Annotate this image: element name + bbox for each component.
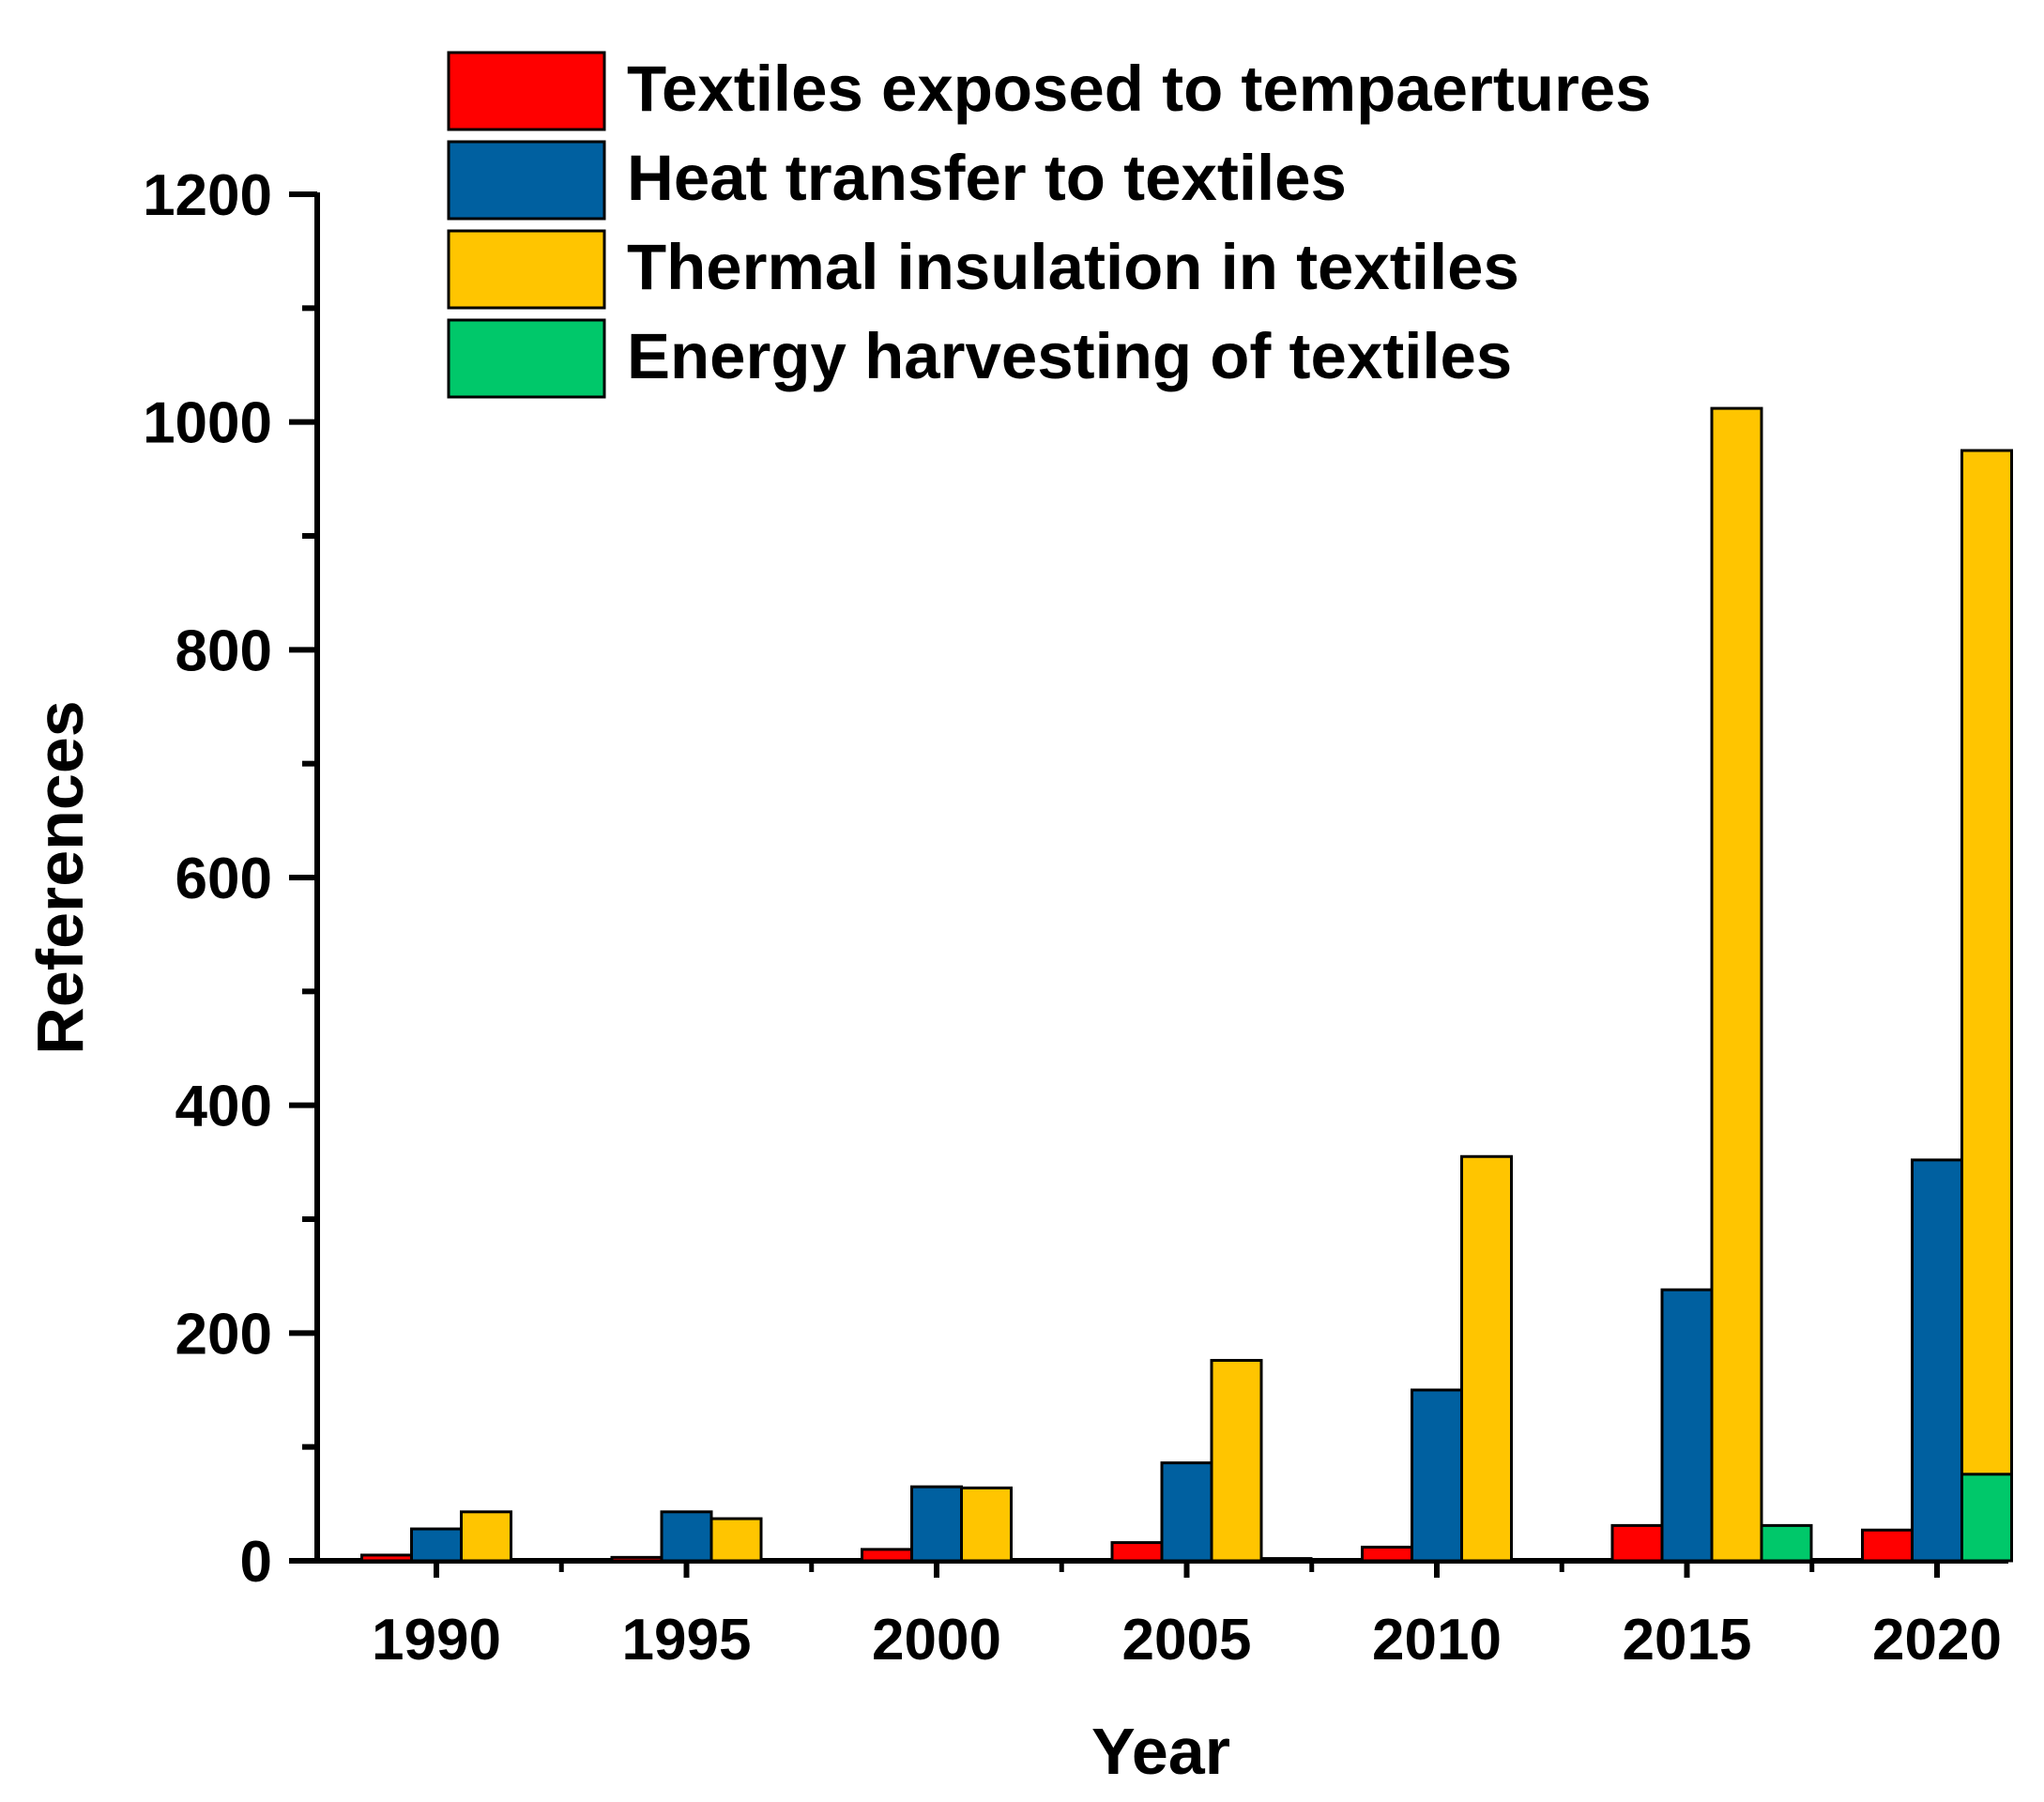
bar-thermal-insulation-in-textiles-1995: [709, 1517, 763, 1563]
x-tick-labels: 1990 1995 2000 2005 2010 2015 2020: [372, 1608, 2002, 1672]
x-tick-label-2010: 2010: [1372, 1608, 1502, 1672]
bar-energy-harvesting-of-textiles-2005: [1259, 1557, 1313, 1563]
y-axis-title: References: [23, 700, 97, 1054]
bar-heat-transfer-to-textiles-2000: [910, 1485, 963, 1563]
bar-thermal-insulation-in-textiles-2000: [960, 1486, 1013, 1563]
bar-textiles-exposed-to-tempaertures-2020: [1861, 1528, 1914, 1563]
y-tick-label-800: 800: [175, 618, 272, 683]
x-tick-label-2000: 2000: [872, 1608, 1001, 1672]
bar-heat-transfer-to-textiles-2020: [1911, 1158, 1963, 1563]
y-tick-label-600: 600: [175, 847, 272, 911]
y-tick-label-200: 200: [175, 1302, 272, 1367]
bar-heat-transfer-to-textiles-1995: [660, 1510, 713, 1563]
legend-label-1: Textiles exposed to tempaertures: [627, 53, 1652, 125]
bar-thermal-insulation-in-textiles-2010: [1460, 1154, 1513, 1563]
y-tick-labels: 0 200 400 600 800 1000 1200: [143, 163, 272, 1595]
bar-textiles-exposed-to-tempaertures-2005: [1110, 1541, 1164, 1563]
x-tick-label-1990: 1990: [372, 1608, 501, 1672]
x-tick-label-2005: 2005: [1122, 1608, 1252, 1672]
bar-heat-transfer-to-textiles-1990: [410, 1527, 463, 1563]
x-axis-title: Year: [1091, 1715, 1230, 1788]
bar-energy-harvesting-of-textiles-2015: [1760, 1523, 1813, 1563]
bar-heat-transfer-to-textiles-2005: [1160, 1461, 1213, 1563]
legend-swatch-3: [447, 229, 606, 310]
x-tick-label-2020: 2020: [1872, 1608, 2002, 1672]
bar-energy-harvesting-of-textiles-2020: [1960, 1473, 2013, 1563]
bar-thermal-insulation-in-textiles-2005: [1210, 1358, 1263, 1563]
bar-heat-transfer-to-textiles-2010: [1411, 1388, 1463, 1563]
bar-heat-transfer-to-textiles-2015: [1660, 1288, 1714, 1563]
bar-textiles-exposed-to-tempaertures-2000: [861, 1548, 913, 1563]
bar-textiles-exposed-to-tempaertures-1995: [610, 1555, 664, 1563]
x-tick-label-1995: 1995: [622, 1608, 752, 1672]
legend-label-2: Heat transfer to textiles: [627, 142, 1347, 214]
y-tick-label-0: 0: [240, 1530, 272, 1595]
legend-swatch-2: [447, 140, 606, 221]
x-tick-label-2015: 2015: [1623, 1608, 1752, 1672]
legend-swatch-1: [447, 51, 606, 131]
bar-thermal-insulation-in-textiles-2020: [1960, 449, 2013, 1563]
legend-swatch-4: [447, 318, 606, 399]
legend-label-3: Thermal insulation in textiles: [627, 231, 1519, 303]
bar-textiles-exposed-to-tempaertures-1990: [360, 1553, 413, 1563]
bar-thermal-insulation-in-textiles-2015: [1710, 406, 1763, 1563]
y-tick-label-400: 400: [175, 1075, 272, 1139]
y-tick-label-1200: 1200: [143, 163, 272, 228]
y-tick-label-1000: 1000: [143, 391, 272, 456]
legend-label-4: Energy harvesting of textiles: [627, 320, 1512, 392]
bar-thermal-insulation-in-textiles-1990: [460, 1510, 512, 1563]
bar-textiles-exposed-to-tempaertures-2010: [1361, 1545, 1413, 1563]
bars: [360, 406, 2013, 1563]
bar-textiles-exposed-to-tempaertures-2015: [1610, 1523, 1664, 1563]
legend: Textiles exposed to tempaertures Heat tra…: [447, 51, 1652, 399]
